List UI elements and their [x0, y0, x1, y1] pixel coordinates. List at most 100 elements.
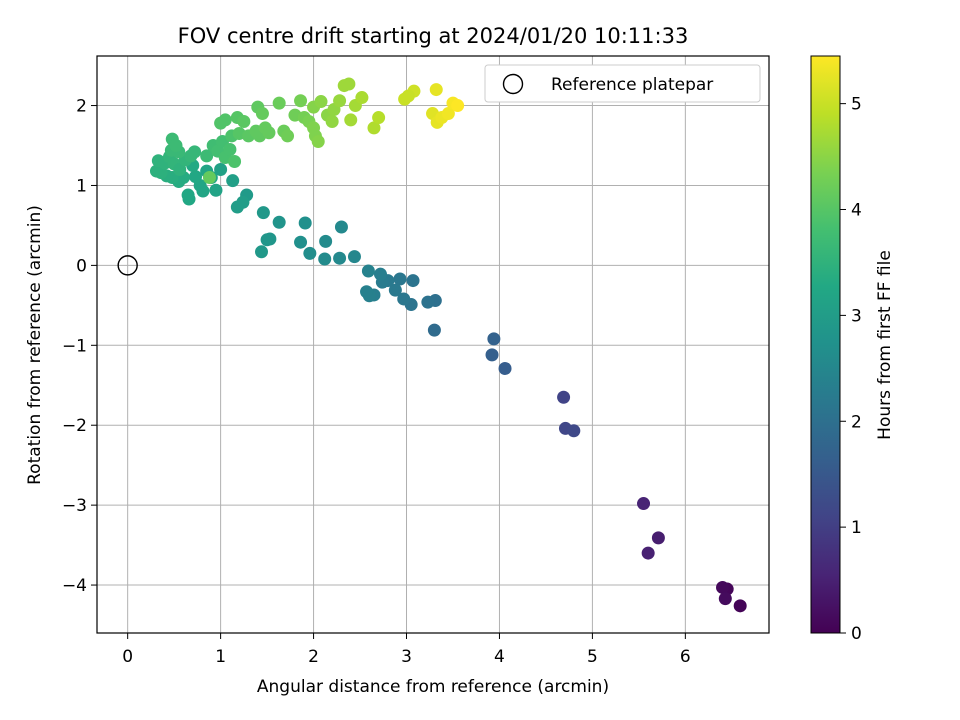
- y-tick-label: 2: [76, 97, 87, 117]
- data-point: [333, 251, 347, 265]
- grid-lines: [97, 56, 769, 633]
- data-point: [209, 183, 223, 197]
- data-point: [237, 115, 251, 129]
- x-axis-label: Angular distance from reference (arcmin): [257, 677, 609, 697]
- colorbar-tick-label: 5: [851, 95, 862, 115]
- data-point: [294, 235, 308, 249]
- data-point: [641, 546, 655, 560]
- legend-label: Reference platepar: [551, 75, 713, 95]
- data-point: [393, 272, 407, 286]
- data-point: [223, 143, 237, 157]
- data-point: [344, 113, 358, 127]
- data-point: [567, 424, 581, 438]
- legend: Reference platepar: [484, 64, 761, 103]
- data-point: [169, 139, 183, 153]
- data-point: [230, 200, 244, 214]
- data-point: [637, 497, 651, 511]
- data-point: [228, 154, 242, 168]
- data-point: [373, 267, 387, 281]
- data-point: [401, 89, 415, 103]
- data-point: [347, 250, 361, 264]
- data-point: [421, 295, 435, 309]
- data-point: [716, 580, 730, 594]
- data-point: [342, 77, 356, 91]
- y-tick-label: −3: [62, 496, 87, 516]
- chart-title: FOV centre drift starting at 2024/01/20 …: [178, 24, 689, 48]
- data-point: [498, 361, 512, 375]
- data-point: [334, 220, 348, 234]
- reference-platepar-marker: [117, 255, 138, 276]
- data-point: [314, 95, 328, 109]
- data-points: [149, 77, 747, 613]
- data-point: [397, 292, 411, 306]
- data-point: [255, 107, 269, 121]
- y-tick-label: −4: [62, 576, 87, 596]
- colorbar-tick-label: 0: [851, 624, 862, 644]
- x-tick-label: 6: [680, 647, 691, 667]
- data-point: [200, 149, 214, 163]
- data-point: [388, 283, 402, 297]
- colorbar-tick-label: 2: [851, 412, 862, 432]
- y-axis-label: Rotation from reference (arcmin): [25, 205, 45, 485]
- x-tick-label: 0: [122, 647, 133, 667]
- data-point: [181, 188, 195, 202]
- data-point: [441, 107, 455, 121]
- colorbar-tick-label: 3: [851, 306, 862, 326]
- colorbar-label: Hours from first FF file: [875, 250, 895, 440]
- data-point: [149, 164, 163, 178]
- colorbar-ticks: 0 1 2 3 4 5: [840, 95, 862, 644]
- data-point: [487, 332, 501, 346]
- data-point: [319, 234, 333, 248]
- data-point: [733, 599, 747, 613]
- data-point: [256, 206, 270, 220]
- data-point: [333, 94, 347, 108]
- data-point: [281, 129, 295, 143]
- y-axis-ticks: 2 1 0 −1 −2 −3 −4: [62, 97, 97, 596]
- data-point: [325, 115, 339, 129]
- data-point: [218, 113, 232, 127]
- data-point: [651, 531, 665, 545]
- y-tick-label: −2: [62, 416, 87, 436]
- data-point: [255, 245, 269, 259]
- legend-box: [484, 64, 761, 103]
- x-tick-label: 5: [587, 647, 598, 667]
- y-tick-label: −1: [62, 336, 87, 356]
- data-point: [367, 121, 381, 135]
- data-point: [272, 96, 286, 110]
- x-tick-label: 2: [308, 647, 319, 667]
- y-tick-label: 1: [76, 176, 87, 196]
- data-point: [202, 170, 216, 184]
- x-tick-label: 1: [215, 647, 226, 667]
- colorbar: 0 1 2 3 4 5 Hours from first FF file: [810, 55, 895, 644]
- reference-marker-group: [117, 255, 138, 276]
- data-point: [372, 111, 386, 125]
- colorbar-gradient: [810, 55, 841, 634]
- data-point: [188, 145, 202, 159]
- data-point: [260, 233, 274, 247]
- y-tick-label: 0: [76, 256, 87, 276]
- legend-marker: [502, 73, 524, 95]
- colorbar-tick-label: 4: [851, 201, 862, 221]
- x-tick-label: 3: [401, 647, 412, 667]
- data-point: [485, 348, 499, 362]
- data-point: [557, 390, 571, 404]
- data-point: [451, 99, 465, 113]
- data-point: [427, 323, 441, 337]
- data-point: [189, 170, 203, 184]
- data-point: [226, 174, 240, 188]
- data-point: [173, 162, 187, 176]
- data-point: [311, 135, 325, 149]
- plot-frame: [96, 55, 770, 634]
- data-point: [303, 246, 317, 260]
- colorbar-tick-label: 1: [851, 518, 862, 538]
- data-point: [355, 91, 369, 105]
- data-point: [360, 285, 374, 299]
- data-point: [361, 264, 375, 278]
- x-axis-ticks: 0 1 2 3 4 5 6: [122, 633, 691, 667]
- data-point: [429, 83, 443, 97]
- data-point: [318, 252, 332, 266]
- data-point: [214, 162, 228, 176]
- data-point: [262, 126, 276, 140]
- data-point: [272, 215, 286, 229]
